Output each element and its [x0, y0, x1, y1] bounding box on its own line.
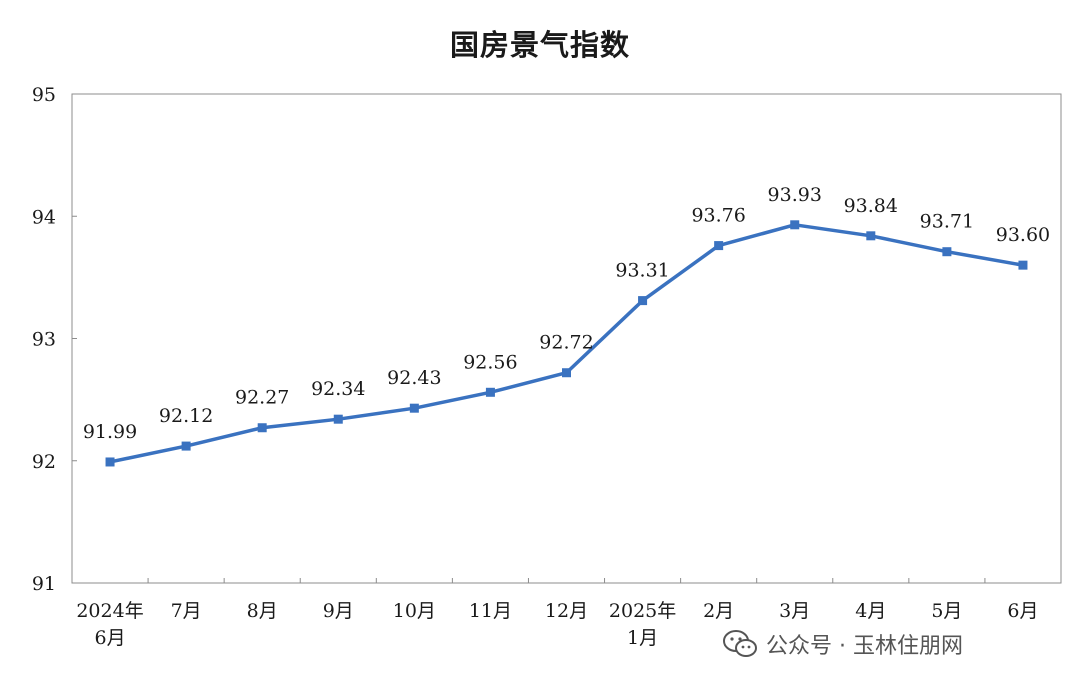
y-tick-label: 94 — [32, 206, 56, 228]
x-tick-label: 11月 — [469, 600, 512, 622]
data-point — [866, 231, 876, 241]
x-tick-label: 2024年 — [76, 600, 143, 622]
watermark: 公众号 · 玉林住朋网 — [722, 620, 963, 668]
data-point — [942, 247, 952, 257]
data-point — [638, 296, 648, 306]
x-tick-label: 6月 — [1007, 600, 1038, 622]
data-point — [790, 220, 800, 230]
y-tick-label: 93 — [32, 329, 56, 351]
x-tick-label: 2月 — [703, 600, 734, 622]
data-label: 93.31 — [615, 260, 669, 282]
data-label: 93.71 — [920, 211, 974, 233]
data-point — [409, 403, 419, 413]
x-tick-label: 1月 — [627, 627, 658, 649]
x-tick-label: 4月 — [855, 600, 886, 622]
data-label: 93.93 — [768, 184, 822, 206]
data-point — [333, 414, 343, 424]
data-label: 92.27 — [235, 387, 289, 409]
data-point — [105, 457, 115, 467]
x-tick-label: 12月 — [545, 600, 588, 622]
data-label: 92.34 — [311, 378, 365, 400]
data-label: 93.60 — [996, 224, 1050, 246]
x-tick-label: 6月 — [94, 627, 125, 649]
x-tick-label: 2025年 — [609, 600, 676, 622]
x-tick-label: 10月 — [393, 600, 436, 622]
chart-title: 国房景气指数 — [449, 28, 630, 62]
wechat-icon — [723, 630, 757, 657]
x-tick-label: 7月 — [171, 600, 202, 622]
data-label: 93.76 — [691, 205, 745, 227]
x-tick-label: 8月 — [247, 600, 278, 622]
data-label: 92.56 — [463, 351, 517, 373]
data-point — [257, 423, 267, 433]
x-tick-label: 3月 — [779, 600, 810, 622]
data-point — [562, 368, 571, 378]
y-tick-label: 95 — [32, 84, 56, 106]
data-label: 91.99 — [83, 421, 137, 443]
data-label: 93.84 — [844, 195, 898, 217]
data-label: 92.12 — [159, 405, 213, 427]
data-point — [714, 241, 724, 251]
data-point — [1018, 260, 1028, 270]
data-label: 92.43 — [387, 367, 441, 389]
data-point — [181, 441, 191, 451]
watermark-text: 公众号 · 玉林住朋网 — [766, 634, 963, 659]
y-tick-label: 92 — [32, 451, 56, 473]
data-point — [485, 387, 495, 397]
y-tick-label: 91 — [32, 573, 56, 595]
data-label: 92.72 — [539, 332, 593, 354]
x-tick-label: 9月 — [323, 600, 354, 622]
x-tick-label: 5月 — [931, 600, 962, 622]
